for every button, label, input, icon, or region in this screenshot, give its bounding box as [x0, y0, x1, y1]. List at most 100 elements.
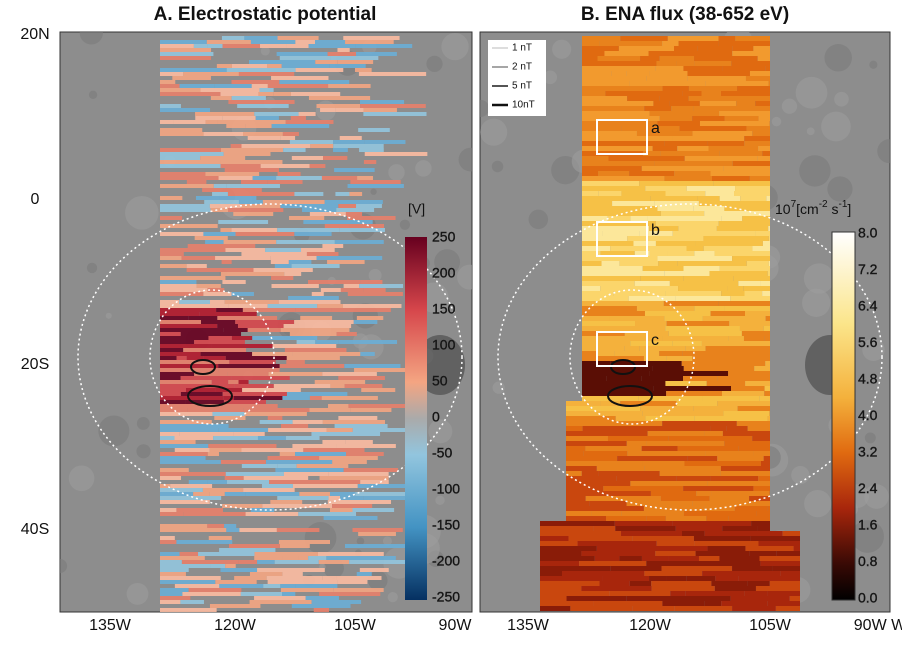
flux-stripe [684, 461, 760, 466]
flux-stripe [727, 426, 748, 431]
potential-stripe [200, 156, 245, 160]
flux-stripe [613, 291, 665, 296]
potential-stripe [160, 324, 217, 328]
flux-stripe [605, 91, 682, 96]
flux-stripe [742, 331, 770, 336]
potential-stripe [325, 224, 384, 228]
potential-stripe [160, 444, 208, 448]
flux-stripe [582, 41, 600, 46]
flux-stripe [649, 371, 728, 376]
flux-stripe [582, 316, 610, 321]
crater [69, 465, 95, 491]
potential-stripe [279, 300, 341, 304]
potential-stripe [348, 292, 403, 296]
flux-stripe [593, 601, 662, 606]
potential-stripe [225, 564, 236, 568]
flux-stripe [752, 246, 770, 251]
potential-stripe [361, 388, 395, 392]
flux-stripe [582, 106, 644, 111]
potential-stripe [244, 408, 310, 412]
flux-stripe [660, 151, 719, 156]
potential-stripe [339, 228, 385, 232]
flux-stripe [579, 561, 646, 566]
flux-stripe [582, 226, 649, 231]
flux-stripe [705, 191, 734, 196]
flux-stripe [745, 591, 767, 596]
flux-stripe [750, 176, 770, 181]
potential-stripe [160, 592, 182, 596]
crater [357, 537, 365, 545]
potential-stripe [181, 256, 215, 260]
flux-stripe [597, 351, 614, 356]
potential-stripe [307, 252, 339, 256]
flux-stripe [582, 311, 645, 316]
potential-stripe [316, 104, 360, 108]
flux-stripe [633, 536, 694, 541]
potential-stripe [324, 516, 378, 520]
flux-stripe [582, 36, 620, 41]
flux-stripe [582, 176, 664, 181]
potential-stripe [277, 228, 339, 232]
flux-stripe [582, 291, 613, 296]
legend-label: 1 nT [512, 43, 532, 54]
flux-stripe [760, 281, 770, 286]
flux-stripe [540, 556, 595, 561]
flux-stripe [758, 156, 770, 161]
potential-stripe [355, 44, 412, 48]
flux-stripe [614, 351, 659, 356]
potential-stripe [250, 572, 282, 576]
potential-stripe [275, 264, 292, 268]
flux-stripe [759, 556, 800, 561]
potential-stripe [160, 88, 200, 92]
potential-stripe [330, 492, 355, 496]
potential-stripe [160, 148, 221, 152]
flux-stripe [737, 421, 770, 426]
flux-stripe [751, 521, 770, 526]
potential-stripe [263, 200, 325, 204]
potential-stripe [220, 92, 258, 96]
potential-stripe [241, 180, 267, 184]
flux-stripe [711, 581, 747, 586]
flux-stripe [566, 506, 644, 511]
potential-stripe [278, 464, 297, 468]
flux-stripe [696, 491, 712, 496]
potential-stripe [234, 432, 265, 436]
flux-stripe [734, 191, 770, 196]
potential-stripe [260, 420, 293, 424]
flux-stripe [630, 581, 651, 586]
flux-stripe [659, 351, 682, 356]
flux-stripe [706, 346, 770, 351]
potential-stripe [258, 436, 286, 440]
potential-stripe [160, 128, 202, 132]
potential-stripe [309, 96, 370, 100]
potential-stripe [160, 336, 208, 340]
potential-stripe [160, 44, 194, 48]
potential-stripe [194, 44, 207, 48]
potential-stripe [255, 552, 318, 556]
flux-stripe [694, 541, 758, 546]
potential-stripe [280, 364, 345, 368]
potential-stripe [317, 304, 343, 308]
flux-stripe [610, 316, 665, 321]
x-tick-label: 135W [89, 617, 132, 634]
flux-stripe [744, 336, 764, 341]
potential-stripe [189, 480, 208, 484]
potential-stripe [311, 432, 380, 436]
crater [400, 220, 410, 230]
flux-stripe [643, 411, 724, 416]
potential-stripe [360, 352, 374, 356]
potential-stripe [241, 144, 310, 148]
potential-stripe [200, 88, 259, 92]
potential-stripe [226, 528, 239, 532]
potential-stripe [160, 388, 186, 392]
flux-stripe [540, 571, 562, 576]
flux-stripe [595, 556, 620, 561]
potential-stripe [271, 260, 289, 264]
potential-stripe [314, 608, 329, 612]
flux-stripe [615, 521, 673, 526]
potential-stripe [218, 364, 279, 368]
crater [869, 61, 877, 69]
potential-stripe [323, 420, 385, 424]
potential-stripe [299, 492, 330, 496]
